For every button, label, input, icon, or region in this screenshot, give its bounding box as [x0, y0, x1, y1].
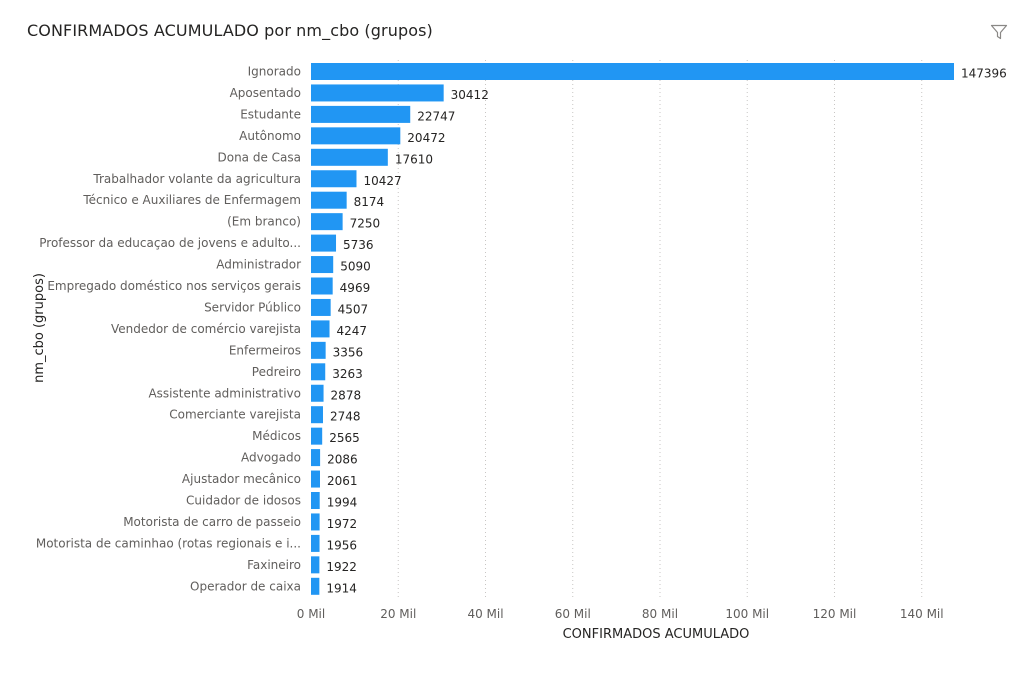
bar: [311, 148, 388, 166]
data-label: 17610: [395, 152, 433, 166]
data-label: 1956: [327, 538, 358, 552]
data-label: 30412: [451, 88, 489, 102]
category-label: Autônomo: [239, 129, 301, 143]
category-label: Técnico e Auxiliares de Enfermagem: [82, 193, 301, 207]
x-tick-label: 140 Mil: [900, 607, 944, 621]
x-tick-label: 100 Mil: [725, 607, 769, 621]
data-label: 5736: [343, 238, 374, 252]
category-label: Comerciante varejista: [169, 408, 301, 422]
x-axis-title: CONFIRMADOS ACUMULADO: [563, 627, 750, 642]
data-label: 20472: [407, 131, 445, 145]
bar: [311, 63, 954, 80]
data-label: 2565: [329, 431, 360, 445]
bar: [311, 513, 320, 531]
category-label: Dona de Casa: [217, 150, 301, 164]
data-label: 1914: [326, 581, 357, 595]
data-label: 2878: [331, 388, 362, 402]
bar: [311, 341, 326, 359]
category-label: Servidor Público: [204, 300, 301, 314]
category-label: Faxineiro: [247, 558, 301, 572]
category-label: Ignorado: [248, 65, 301, 79]
data-label: 3356: [333, 345, 364, 359]
data-label: 4969: [340, 281, 371, 295]
category-label: Ajustador mecânico: [182, 472, 301, 486]
bar: [311, 191, 347, 209]
bar: [311, 127, 401, 145]
category-label: Assistente administrativo: [148, 386, 301, 400]
x-tick-label: 120 Mil: [813, 607, 857, 621]
data-label: 7250: [350, 217, 381, 231]
chart-title: CONFIRMADOS ACUMULADO por nm_cbo (grupos…: [27, 21, 433, 40]
bar: [311, 470, 320, 488]
data-label: 4507: [338, 302, 369, 316]
category-label: Operador de caixa: [190, 579, 301, 593]
data-label: 2748: [330, 410, 361, 424]
category-label: Administrador: [216, 258, 301, 272]
bar: [311, 534, 320, 552]
bar: [311, 320, 330, 338]
gridlines: [397, 60, 923, 598]
bar: [311, 406, 323, 424]
data-label: 22747: [417, 109, 455, 123]
bar: [311, 234, 337, 252]
data-label: 8174: [354, 195, 385, 209]
category-label: Motorista de caminhao (rotas regionais e…: [36, 536, 301, 550]
data-label: 1922: [326, 560, 357, 574]
category-label: Aposentado: [230, 86, 301, 100]
data-label: 147396: [961, 67, 1007, 81]
x-tick-label: 20 Mil: [380, 607, 416, 621]
category-label: Pedreiro: [252, 365, 301, 379]
bars: [311, 63, 954, 595]
bar: [311, 298, 331, 316]
category-labels: Ignorado Aposentado Estudante Autônomo Dona …: [36, 65, 301, 594]
x-axis-ticks: 0 Mil 20 Mil 40 Mil 60 Mil 80 Mil 100 Mil 120 …: [297, 607, 944, 621]
bar: [311, 105, 411, 123]
category-label: Médicos: [252, 429, 301, 443]
x-tick-label: 80 Mil: [642, 607, 678, 621]
data-labels: 147396 30412 22747 20472 17610 10427 8174 7250 5…: [326, 67, 1006, 596]
bar: [311, 277, 333, 295]
y-axis-title: nm_cbo (grupos): [32, 273, 47, 383]
filter-icon[interactable]: [990, 24, 1008, 40]
bar: [311, 427, 323, 445]
bar: [311, 384, 324, 402]
category-label: Empregado doméstico nos serviços gerais: [47, 279, 301, 293]
bar: [311, 256, 334, 274]
category-label: Estudante: [240, 107, 301, 121]
bar: [311, 170, 357, 188]
category-label: (Em branco): [227, 215, 301, 229]
category-label: Professor da educaçao de jovens e adulto…: [39, 236, 301, 250]
data-label: 2061: [327, 474, 358, 488]
bar: [311, 84, 444, 102]
bar: [311, 577, 320, 595]
data-label: 4247: [337, 324, 368, 338]
data-label: 1994: [327, 496, 358, 510]
x-tick-label: 0 Mil: [297, 607, 325, 621]
category-label: Vendedor de comércio varejista: [111, 322, 301, 336]
data-label: 3263: [332, 367, 363, 381]
bar: [311, 492, 320, 509]
data-label: 10427: [363, 174, 401, 188]
data-label: 2086: [327, 453, 358, 467]
category-label: Motorista de carro de passeio: [123, 515, 301, 529]
category-label: Enfermeiros: [229, 343, 301, 357]
x-tick-label: 40 Mil: [467, 607, 503, 621]
bar: [311, 556, 320, 574]
bar: [311, 213, 343, 231]
bar: [311, 449, 321, 467]
category-label: Cuidador de idosos: [186, 494, 301, 508]
data-label: 5090: [340, 260, 371, 274]
data-label: 1972: [327, 517, 358, 531]
x-tick-label: 60 Mil: [555, 607, 591, 621]
bar: [311, 363, 326, 381]
category-label: Trabalhador volante da agricultura: [92, 172, 301, 186]
category-label: Advogado: [241, 451, 301, 465]
